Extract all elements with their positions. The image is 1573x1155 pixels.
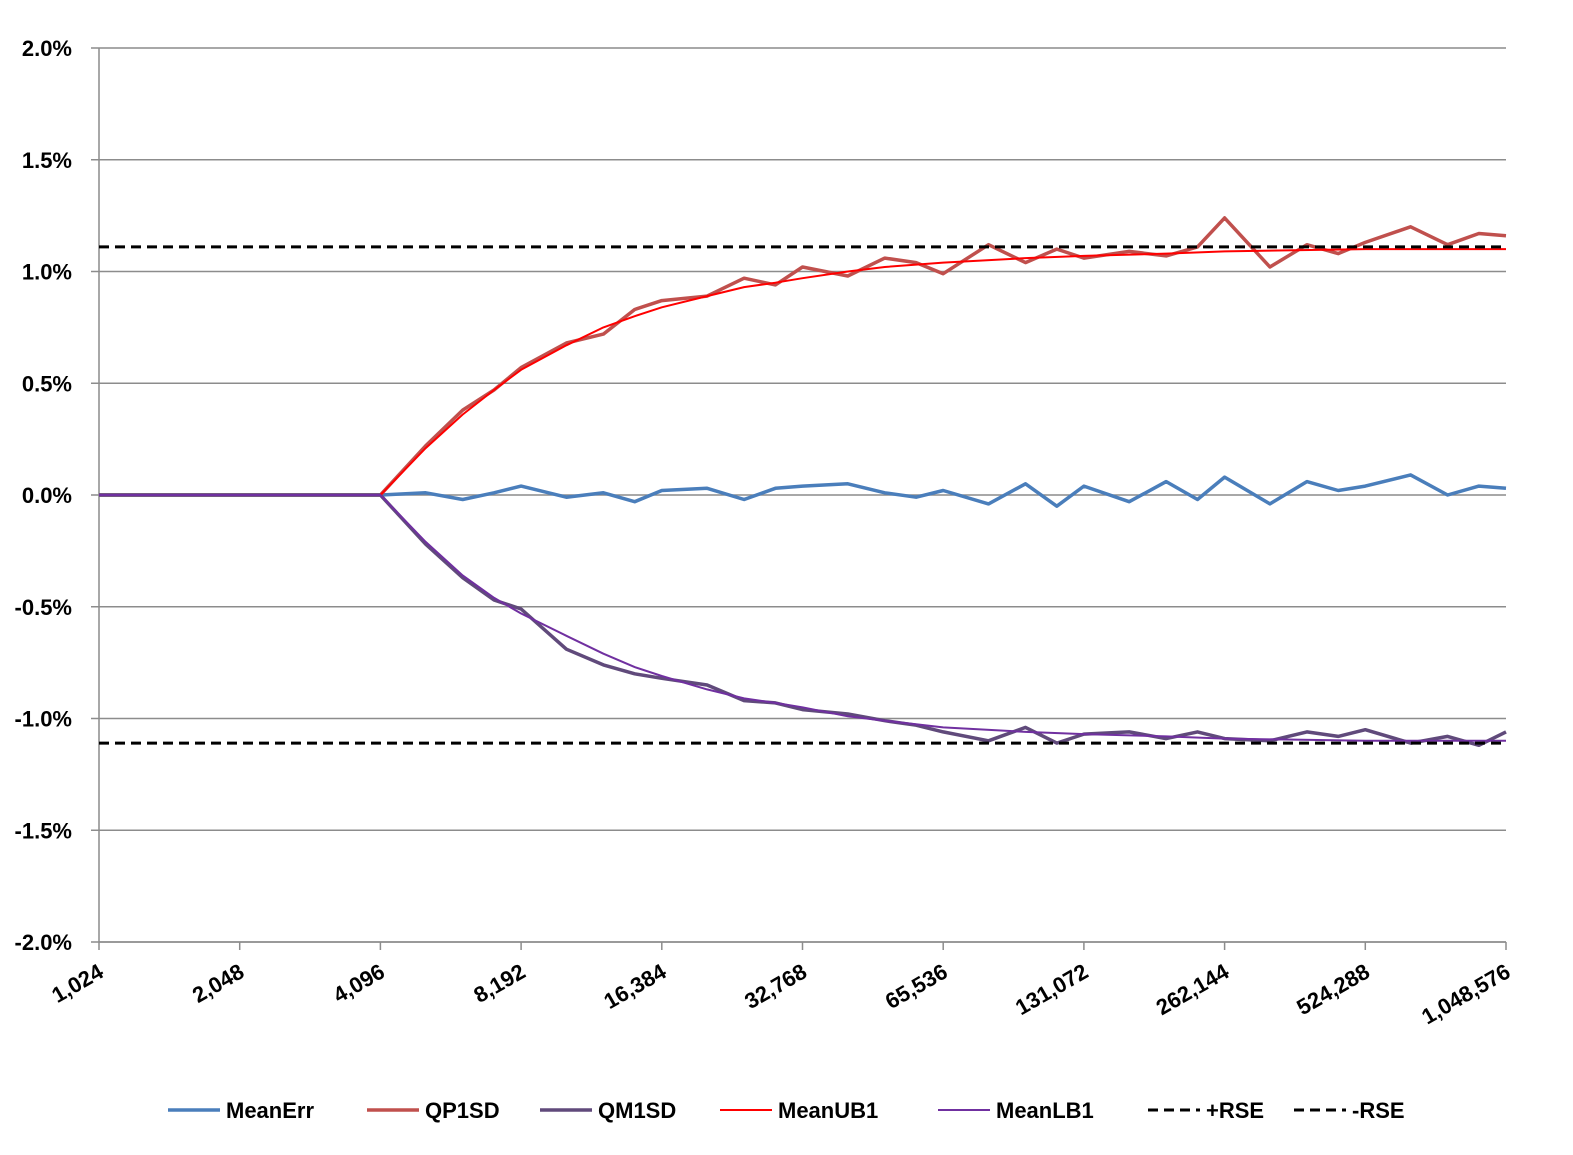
x-tick-label: 32,768 bbox=[740, 959, 811, 1014]
x-tick-label: 1,048,576 bbox=[1417, 959, 1514, 1030]
legend-label: MeanErr bbox=[226, 1098, 314, 1123]
y-tick-label: -0.5% bbox=[15, 595, 72, 620]
y-tick-label: 0.0% bbox=[22, 483, 72, 508]
x-tick-label: 131,072 bbox=[1011, 959, 1092, 1020]
legend-label: QP1SD bbox=[425, 1098, 500, 1123]
series-line-meanerr bbox=[99, 473, 1507, 508]
legend: MeanErr QP1SD QM1SD MeanUB1 MeanLB1 +RSE -RSE bbox=[168, 1098, 1405, 1123]
x-tick-label: 2,048 bbox=[188, 959, 248, 1008]
x-tick-label: 524,288 bbox=[1292, 959, 1373, 1020]
y-tick-label: 1.5% bbox=[22, 148, 72, 173]
x-tick-label: 16,384 bbox=[600, 958, 671, 1014]
x-tick-label: 4,096 bbox=[329, 959, 389, 1008]
legend-label: MeanUB1 bbox=[778, 1098, 878, 1123]
x-tick-label: 1,024 bbox=[47, 958, 108, 1008]
y-tick-label: -1.5% bbox=[15, 818, 72, 843]
x-tick-label: 65,536 bbox=[881, 959, 952, 1014]
x-tick-label: 262,144 bbox=[1152, 958, 1234, 1020]
y-tick-label: -1.0% bbox=[15, 707, 72, 732]
y-tick-label: -2.0% bbox=[15, 930, 72, 955]
x-tick-label: 8,192 bbox=[469, 959, 529, 1008]
series-line-meanlb1 bbox=[99, 494, 1506, 742]
y-tick-label: 0.5% bbox=[22, 371, 72, 396]
y-tick-label: 2.0% bbox=[22, 36, 72, 61]
x-axis-ticks: 1,024 2,048 4,096 8,192 16,384 32,768 65,536 13… bbox=[47, 942, 1515, 1030]
y-tick-label: 1.0% bbox=[22, 260, 72, 285]
series-line-qm1sd bbox=[99, 493, 1507, 748]
y-axis-ticks: -2.0% -1.5% -1.0% -0.5% 0.0% 0.5% 1.0% 1.5% 2.0% bbox=[15, 36, 72, 955]
legend-label: QM1SD bbox=[598, 1098, 676, 1123]
legend-label: +RSE bbox=[1206, 1098, 1264, 1123]
series-lines bbox=[99, 216, 1507, 748]
series-line-qp1sd bbox=[99, 216, 1507, 497]
legend-label: MeanLB1 bbox=[996, 1098, 1094, 1123]
series-line-meanub1 bbox=[99, 248, 1506, 496]
legend-label: -RSE bbox=[1352, 1098, 1405, 1123]
